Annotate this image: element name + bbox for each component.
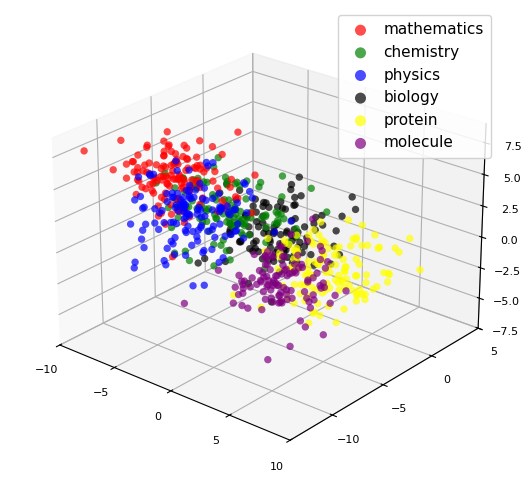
Legend: mathematics, chemistry, physics, biology, protein, molecule: mathematics, chemistry, physics, biology…: [337, 15, 492, 158]
